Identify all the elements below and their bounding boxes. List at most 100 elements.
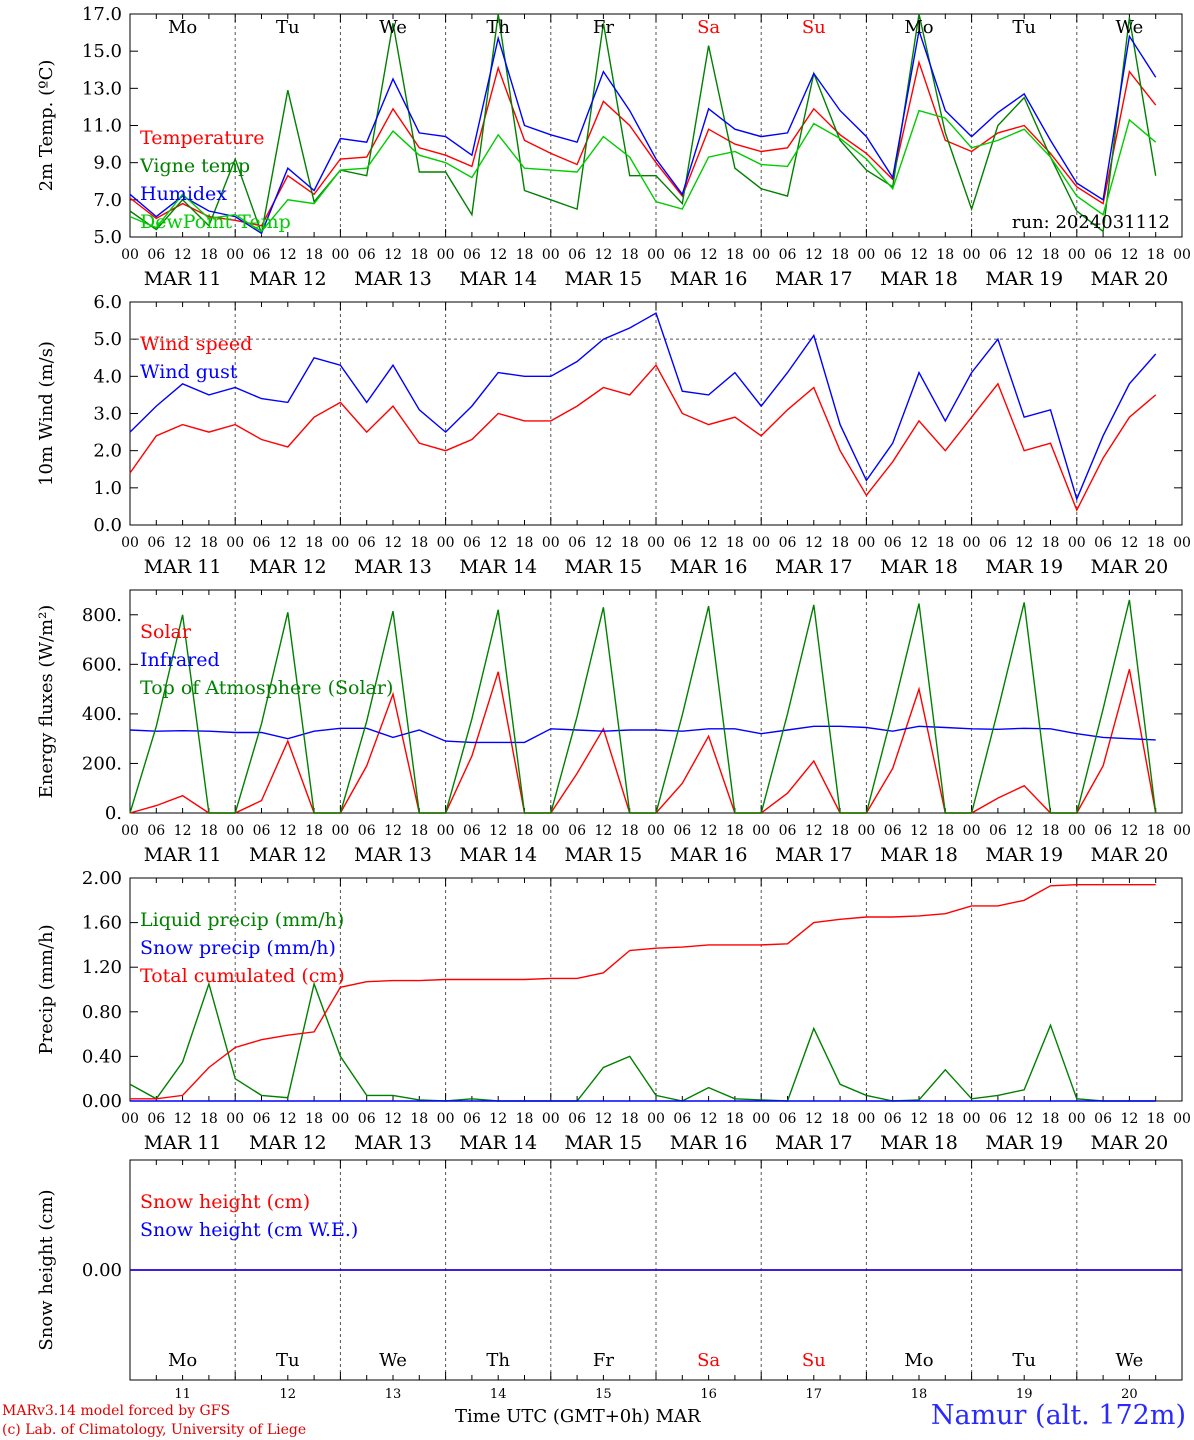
- date-label: MAR 19: [985, 268, 1063, 290]
- y-tick-label: 2.0: [93, 441, 122, 462]
- hour-label: 06: [779, 535, 797, 551]
- legend-entry: Top of Atmosphere (Solar): [140, 677, 393, 699]
- hour-label: 00: [542, 535, 560, 551]
- hour-label: 18: [621, 823, 639, 839]
- hour-label: 00: [857, 823, 875, 839]
- y-tick-label: 13.0: [82, 78, 122, 99]
- y-tick-label: 9.0: [93, 153, 122, 174]
- hour-label: 18: [410, 1111, 428, 1127]
- date-label: MAR 15: [565, 844, 643, 866]
- date-label: MAR 16: [670, 268, 748, 290]
- hour-label: 12: [384, 535, 402, 551]
- hour-label: 06: [673, 535, 691, 551]
- date-label: MAR 18: [880, 844, 958, 866]
- day-number: 15: [595, 1387, 612, 1402]
- hour-label: 12: [279, 823, 297, 839]
- day-number: 14: [490, 1387, 507, 1402]
- date-label: MAR 14: [459, 268, 537, 290]
- hour-label: 06: [884, 535, 902, 551]
- y-tick-label: 2.00: [82, 868, 122, 889]
- hour-label: 06: [884, 1111, 902, 1127]
- date-label: MAR 16: [670, 556, 748, 578]
- date-label: MAR 15: [565, 1132, 643, 1154]
- hour-label: 00: [121, 247, 139, 263]
- y-tick-label: 5.0: [93, 329, 122, 350]
- hour-label: 06: [568, 535, 586, 551]
- day-name: Mo: [168, 1350, 197, 1371]
- y-axis-title: Snow height (cm): [36, 1189, 57, 1350]
- date-label: MAR 18: [880, 556, 958, 578]
- legend-entry: DewPoint Temp: [140, 211, 291, 233]
- hour-label: 18: [726, 535, 744, 551]
- day-name: Sa: [697, 17, 720, 38]
- hour-label: 12: [489, 1111, 507, 1127]
- panel-frame: [129, 301, 1183, 526]
- hour-label: 00: [647, 823, 665, 839]
- hour-label: 06: [884, 823, 902, 839]
- hour-label: 06: [1094, 1111, 1112, 1127]
- hour-label: 12: [1120, 247, 1138, 263]
- hour-label: 18: [936, 535, 954, 551]
- hour-label: 00: [542, 823, 560, 839]
- series-line: [129, 109, 1157, 233]
- hour-label: 06: [884, 247, 902, 263]
- run-annotation: run: 2024031112: [1012, 212, 1170, 233]
- hour-label: 18: [1147, 823, 1165, 839]
- hour-label: 00: [226, 535, 244, 551]
- hour-label: 18: [831, 1111, 849, 1127]
- day-name: Mo: [168, 17, 197, 38]
- hour-label: 12: [1015, 535, 1033, 551]
- date-label: MAR 14: [459, 1132, 537, 1154]
- hour-label: 06: [463, 247, 481, 263]
- hour-label: 06: [568, 247, 586, 263]
- y-tick-label: 1.20: [82, 957, 122, 978]
- day-name: Tu: [276, 1350, 300, 1371]
- hour-label: 18: [726, 1111, 744, 1127]
- day-name: Mo: [904, 17, 933, 38]
- day-name: Th: [486, 1350, 510, 1371]
- date-label: MAR 18: [880, 268, 958, 290]
- hour-label: 00: [647, 1111, 665, 1127]
- hour-label: 06: [989, 823, 1007, 839]
- hour-label: 06: [463, 535, 481, 551]
- hour-label: 00: [752, 535, 770, 551]
- hour-label: 12: [489, 535, 507, 551]
- y-tick-label: 17.0: [82, 4, 122, 25]
- day-name: Fr: [593, 1350, 614, 1371]
- hour-label: 12: [805, 535, 823, 551]
- hour-label: 00: [121, 823, 139, 839]
- y-axis-title: Precip (mm/h): [36, 924, 57, 1054]
- hour-label: 12: [594, 1111, 612, 1127]
- date-label: MAR 18: [880, 1132, 958, 1154]
- hour-label: 12: [700, 247, 718, 263]
- day-name: Su: [802, 1350, 826, 1371]
- day-name: Th: [486, 17, 510, 38]
- y-axis-title: 10m Wind (m/s): [36, 341, 57, 486]
- day-number: 20: [1121, 1387, 1138, 1402]
- hour-label: 12: [279, 1111, 297, 1127]
- hour-label: 00: [331, 823, 349, 839]
- hour-label: 00: [226, 1111, 244, 1127]
- hour-label: 00: [963, 247, 981, 263]
- hour-label: 18: [831, 247, 849, 263]
- date-label: MAR 12: [249, 556, 327, 578]
- date-label: MAR 13: [354, 556, 432, 578]
- station-name: Namur (alt. 172m): [930, 1400, 1186, 1431]
- day-number: 17: [806, 1387, 823, 1402]
- hour-label: 00: [1068, 823, 1086, 839]
- hour-label: 06: [568, 823, 586, 839]
- hour-label: 12: [384, 1111, 402, 1127]
- hour-label: 12: [910, 247, 928, 263]
- hour-label: 18: [410, 535, 428, 551]
- series-line: [129, 312, 1157, 502]
- legend-entry: Solar: [140, 621, 192, 643]
- hour-label: 12: [700, 1111, 718, 1127]
- series-line: [129, 59, 1157, 227]
- date-label: MAR 12: [249, 268, 327, 290]
- hour-label: 06: [253, 1111, 271, 1127]
- series-line: [129, 725, 1156, 744]
- hour-label: 06: [779, 247, 797, 263]
- hour-label: 00: [226, 247, 244, 263]
- y-tick-label: 0.00: [82, 1260, 122, 1281]
- date-label: MAR 11: [144, 268, 222, 290]
